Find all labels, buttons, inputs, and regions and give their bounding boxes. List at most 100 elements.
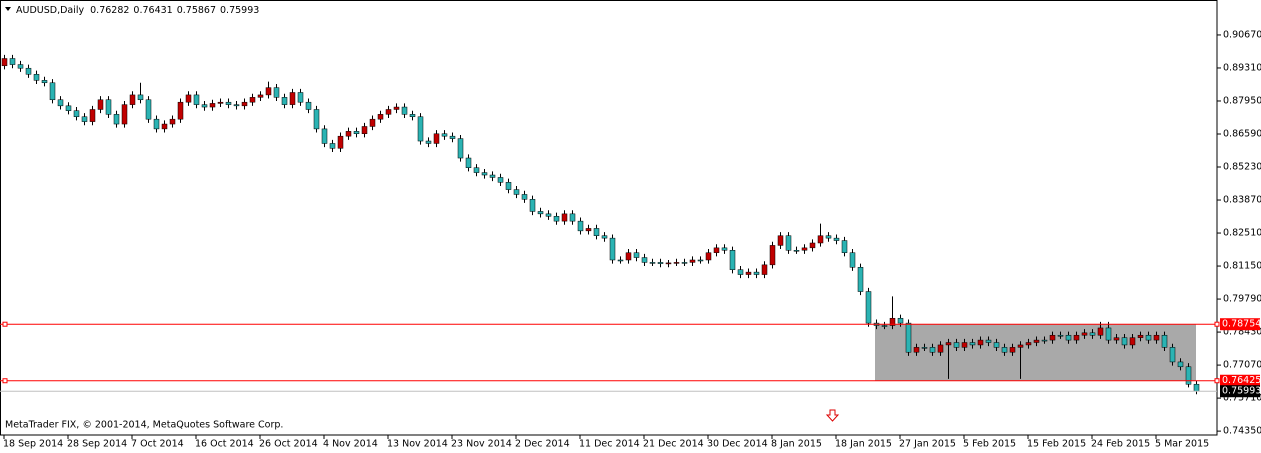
candle-body (961, 342, 968, 348)
candle-body (785, 235, 792, 251)
candle-body (1009, 347, 1016, 353)
candle-body (153, 118, 160, 130)
level-label: 0.76425 (1222, 375, 1261, 386)
candle-body (945, 342, 952, 346)
candle-body (321, 128, 328, 144)
candle-body (425, 140, 432, 144)
candle-body (257, 94, 264, 98)
level-handle (1214, 321, 1220, 327)
level-handle (1214, 378, 1220, 384)
candle-body (393, 106, 400, 110)
candle-body (697, 259, 704, 262)
candle-body (1105, 327, 1112, 341)
candle-body (529, 199, 536, 212)
candle-body (977, 339, 984, 346)
candle-body (249, 97, 256, 103)
y-tick-label: 0.82510 (1223, 228, 1261, 239)
candle-body (81, 116, 88, 122)
menu-triangle[interactable] (5, 7, 11, 11)
candle-body (273, 87, 280, 98)
candle-body (305, 101, 312, 110)
candle-body (665, 262, 672, 265)
candle-body (1049, 334, 1056, 341)
y-tick-label: 0.75710 (1223, 393, 1261, 404)
candle-body (657, 262, 664, 264)
candle-body (481, 172, 488, 176)
candle-body (561, 213, 568, 222)
x-tick-label: 30 Dec 2014 (707, 439, 768, 450)
candle-body (1097, 327, 1104, 336)
candle-body (353, 131, 360, 135)
candle-body (1001, 347, 1008, 353)
candle-body (937, 344, 944, 353)
y-tick-label: 0.77070 (1223, 360, 1261, 371)
candle-body (361, 126, 368, 135)
x-tick-label: 4 Nov 2014 (323, 439, 378, 450)
candle-body (1113, 337, 1120, 341)
level-handle (2, 321, 8, 327)
footer: MetaTrader FIX, © 2001-2014, MetaQuotes … (5, 420, 283, 431)
candle-body (625, 252, 632, 261)
candle-body (105, 99, 112, 115)
x-tick-label: 2 Dec 2014 (515, 439, 570, 450)
candle-body (609, 237, 616, 261)
x-tick-label: 5 Feb 2015 (963, 439, 1016, 450)
x-tick-label: 8 Jan 2015 (771, 439, 822, 450)
candle-body (673, 262, 680, 264)
candle-body (729, 250, 736, 270)
candle-body (329, 143, 336, 149)
candle-body (553, 216, 560, 222)
candle-body (993, 342, 1000, 348)
candle-body (33, 74, 40, 81)
level-label: 0.78754 (1222, 319, 1261, 330)
candle-body (473, 167, 480, 173)
x-tick-label: 24 Feb 2015 (1091, 439, 1150, 450)
candle-body (1081, 332, 1088, 336)
candle-body (633, 252, 640, 258)
candle-body (449, 135, 456, 139)
candle-body (409, 114, 416, 118)
candle-body (1185, 366, 1192, 385)
candle-body (377, 114, 384, 120)
header-open: 0.76282 (90, 5, 129, 16)
level-label-bg (1220, 374, 1260, 387)
candle-body (65, 105, 72, 111)
candle-body (457, 138, 464, 159)
candle-body (73, 110, 80, 118)
candle-body (577, 220, 584, 232)
candle-body (9, 58, 16, 65)
candle-body (1089, 332, 1096, 336)
candle-body (113, 114, 120, 125)
candle-body (929, 347, 936, 353)
candle-body (89, 109, 96, 122)
y-tick-label: 0.78430 (1223, 327, 1261, 338)
candle-body (513, 189, 520, 195)
candle-body (465, 157, 472, 168)
candle-body (865, 291, 872, 324)
candle-body (585, 228, 592, 232)
candle-body (145, 99, 152, 120)
candle-body (201, 104, 208, 108)
candle-body (769, 245, 776, 266)
candle-body (241, 101, 248, 107)
candle-body (849, 252, 856, 268)
y-tick-label: 0.83870 (1223, 195, 1261, 206)
candle-body (617, 259, 624, 262)
candle-body (753, 271, 760, 275)
candle-body (337, 135, 344, 149)
candle-body (185, 94, 192, 103)
candle-body (265, 87, 272, 96)
candle-body (777, 235, 784, 246)
header-high: 0.76431 (133, 5, 172, 16)
x-tick-label: 13 Nov 2014 (387, 439, 448, 450)
candle-body (825, 235, 832, 239)
candle-body (1177, 361, 1184, 368)
candle-body (737, 269, 744, 275)
candle-body (881, 325, 888, 327)
x-tick-label: 7 Oct 2014 (131, 439, 184, 450)
candle-body (889, 317, 896, 326)
x-tick-label: 21 Dec 2014 (643, 439, 704, 450)
candle-body (1073, 334, 1080, 341)
candle-body (649, 262, 656, 264)
candle-body (417, 116, 424, 142)
